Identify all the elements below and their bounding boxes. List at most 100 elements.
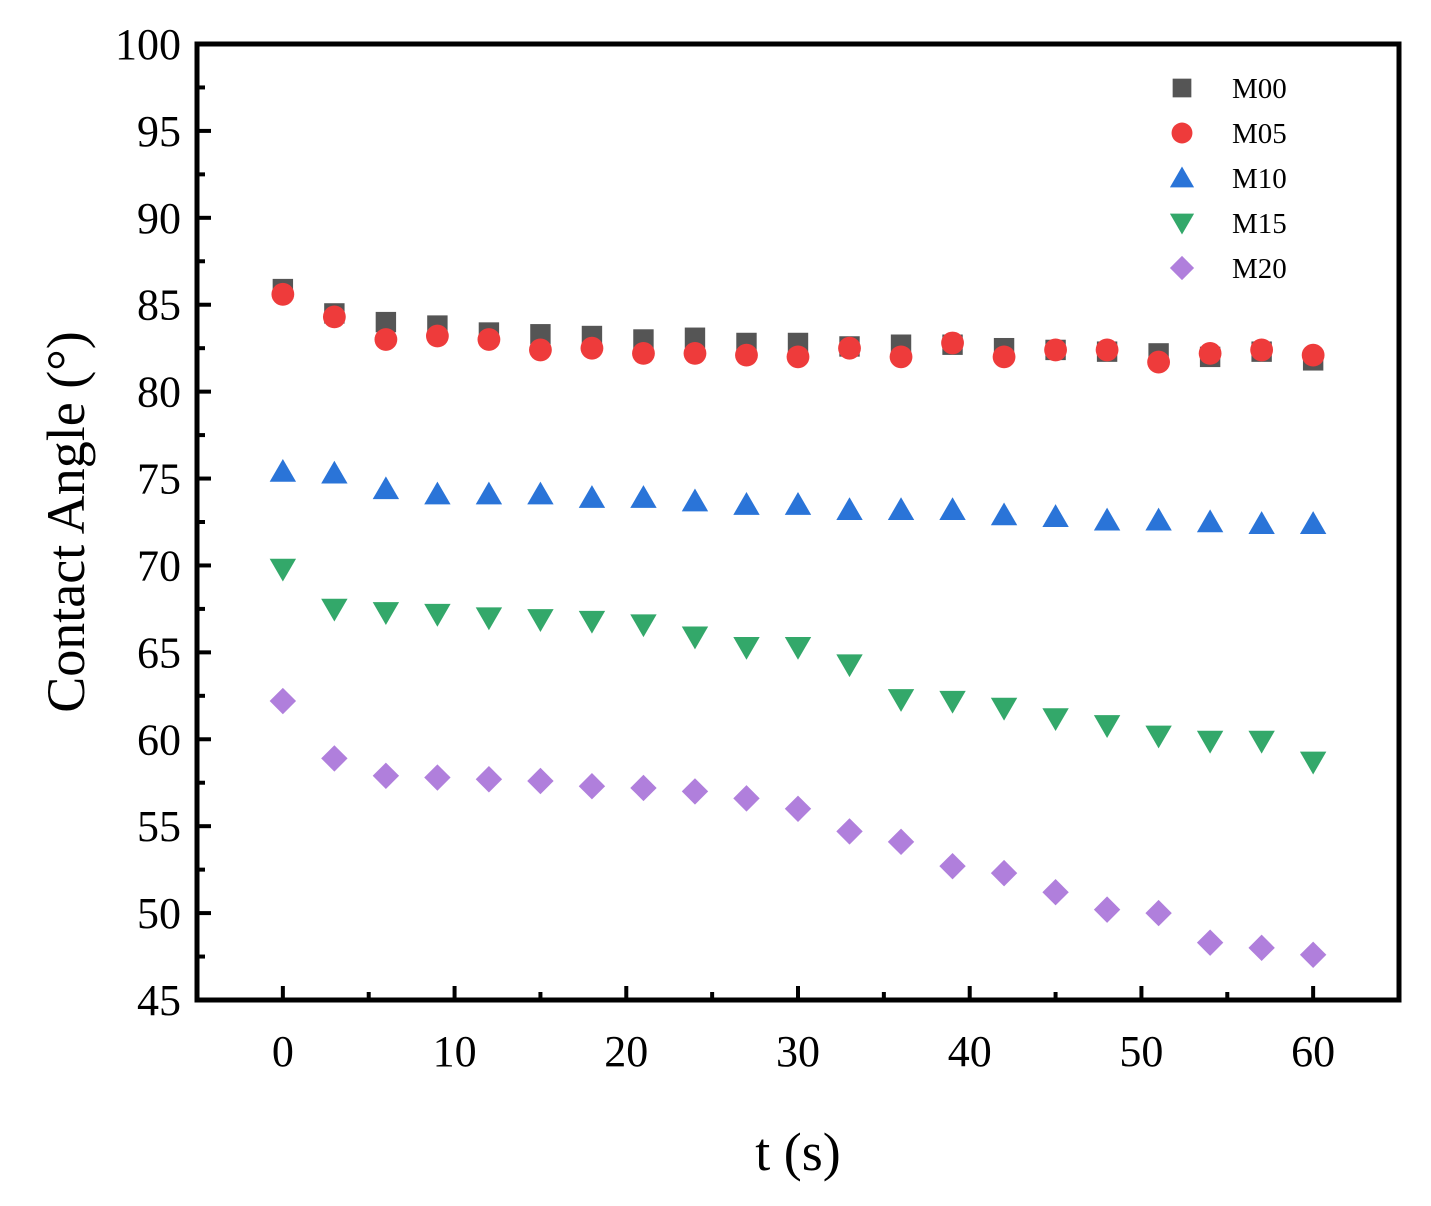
y-axis-title: Contact Angle (°) — [36, 331, 96, 713]
data-point-m05 — [735, 343, 758, 367]
legend-marker — [1169, 166, 1195, 188]
data-point-m15 — [424, 603, 451, 627]
data-point-m20 — [1248, 934, 1275, 962]
legend-marker — [1172, 78, 1192, 98]
data-point-m20 — [1299, 941, 1327, 969]
data-point-m15 — [681, 626, 709, 650]
data-point-m15 — [990, 697, 1018, 721]
data-point-m10 — [424, 481, 451, 505]
data-point-m05 — [941, 331, 964, 355]
legend-item-m05: M05 — [1171, 118, 1287, 150]
data-point-m20 — [1042, 879, 1069, 906]
data-point-m15 — [836, 654, 863, 678]
data-point-m20 — [939, 852, 966, 880]
data-point-m05 — [477, 328, 501, 351]
legend-label: M10 — [1232, 163, 1287, 195]
y-tick-label: 95 — [137, 107, 181, 156]
data-point-m20 — [475, 766, 503, 793]
data-point-m05 — [1095, 338, 1119, 362]
data-point-m05 — [992, 345, 1016, 369]
y-tick-label: 85 — [137, 281, 181, 330]
data-point-m20 — [630, 774, 657, 802]
data-point-m05 — [1301, 343, 1325, 367]
data-point-m10 — [269, 458, 297, 482]
data-point-m15 — [475, 607, 503, 631]
data-point-m05 — [322, 305, 346, 329]
series-m10 — [269, 458, 1327, 534]
data-point-m05 — [580, 336, 604, 360]
x-tick-label: 0 — [272, 1027, 294, 1076]
data-point-m10 — [836, 497, 863, 521]
data-point-m20 — [578, 773, 606, 800]
data-point-m10 — [1093, 507, 1121, 531]
data-point-m20 — [836, 818, 863, 845]
data-point-m05 — [1250, 338, 1274, 362]
series-m15 — [269, 558, 1327, 775]
data-point-m15 — [372, 602, 400, 625]
data-point-m05 — [271, 282, 295, 306]
data-point-m20 — [372, 762, 400, 789]
data-point-m10 — [784, 492, 812, 515]
x-tick-label: 60 — [1291, 1027, 1335, 1076]
data-point-m15 — [1299, 751, 1327, 775]
data-point-m15 — [1093, 715, 1121, 738]
data-point-m20 — [733, 785, 760, 812]
legend-label: M00 — [1232, 73, 1287, 105]
data-point-m15 — [784, 636, 812, 660]
y-tick-label: 80 — [137, 368, 181, 417]
data-markers — [269, 278, 1327, 969]
data-point-m15 — [1196, 730, 1224, 754]
data-point-m15 — [527, 609, 554, 632]
data-point-m15 — [1145, 725, 1172, 749]
y-tick-label: 90 — [137, 194, 181, 243]
y-tick-label: 100 — [115, 20, 181, 69]
data-point-m00 — [375, 311, 397, 333]
data-point-m00 — [530, 324, 551, 345]
legend-item-m20: M20 — [1169, 253, 1287, 285]
data-point-m10 — [1299, 511, 1327, 534]
data-point-m05 — [786, 345, 810, 369]
y-tick-label: 75 — [137, 455, 181, 504]
data-point-m20 — [424, 764, 451, 791]
legend-item-m15: M15 — [1169, 208, 1287, 240]
data-point-m15 — [578, 610, 606, 634]
data-point-m05 — [683, 341, 707, 365]
data-point-m05 — [426, 324, 449, 348]
legend: M00 M05 M10 M15 M20 — [1169, 73, 1287, 285]
data-point-m20 — [1093, 896, 1121, 923]
data-point-m20 — [990, 859, 1018, 887]
data-point-m20 — [321, 745, 348, 772]
data-point-m20 — [527, 767, 554, 795]
data-point-m20 — [887, 828, 915, 856]
data-point-m05 — [374, 328, 398, 351]
x-tick-label: 10 — [433, 1027, 477, 1076]
data-point-m10 — [372, 476, 400, 500]
data-point-m05 — [838, 336, 861, 360]
data-point-m10 — [1042, 504, 1069, 527]
y-tick-label: 45 — [137, 976, 181, 1025]
y-tick-label: 70 — [137, 541, 181, 590]
data-point-m10 — [1196, 509, 1224, 533]
data-point-m05 — [1044, 338, 1067, 362]
data-point-m20 — [269, 687, 297, 715]
y-tick-label: 55 — [137, 802, 181, 851]
legend-marker — [1171, 122, 1193, 144]
legend-label: M05 — [1232, 118, 1287, 150]
data-point-m05 — [632, 341, 655, 365]
data-point-m15 — [939, 690, 966, 714]
axis-ticks — [197, 42, 1316, 1002]
data-point-m15 — [1248, 730, 1275, 754]
data-point-m10 — [939, 497, 966, 521]
data-point-m10 — [681, 488, 709, 512]
data-point-m10 — [990, 502, 1018, 526]
data-point-m05 — [889, 345, 913, 369]
data-point-m10 — [475, 481, 503, 505]
data-point-m15 — [321, 598, 348, 622]
data-point-m10 — [887, 497, 915, 521]
x-tick-label: 50 — [1119, 1027, 1163, 1076]
data-point-m10 — [1248, 511, 1275, 534]
data-point-m15 — [630, 614, 657, 638]
data-point-m05 — [1198, 341, 1222, 365]
data-point-m10 — [527, 481, 554, 505]
